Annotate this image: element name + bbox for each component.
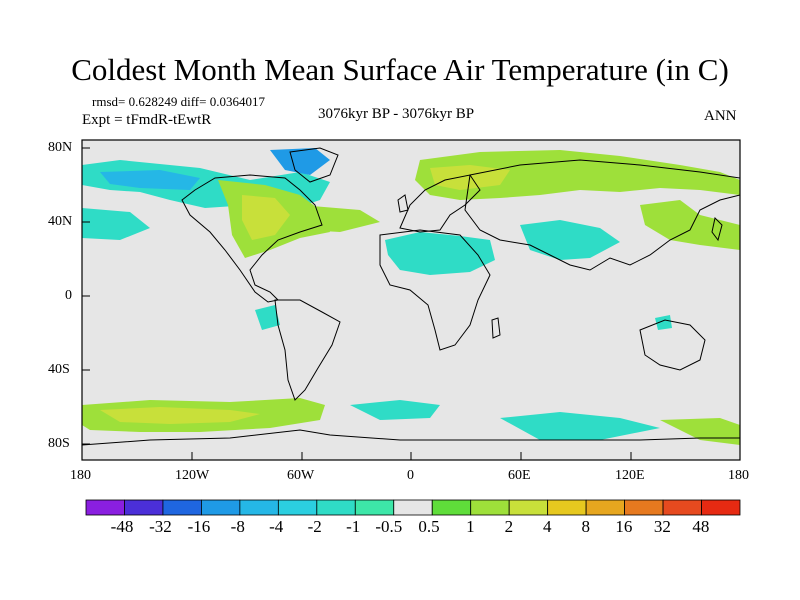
period-text: 3076kyr BP - 3076kyr BP	[318, 106, 475, 122]
patch-antarctic-cyan	[500, 412, 660, 440]
colorbar-swatch	[508, 499, 549, 516]
patch-arctic-blue	[100, 170, 200, 190]
coast-africa	[379, 229, 491, 351]
colorbar-label: -16	[187, 517, 211, 536]
patch-south-cyan	[350, 400, 440, 420]
coast-south-america	[274, 299, 341, 401]
patch-trop-cyan-1	[255, 305, 280, 330]
colorbar-label: -0.5	[375, 517, 403, 536]
lon-label-0: 0	[407, 468, 414, 483]
colorbar-swatch	[85, 499, 125, 516]
coast-north-america	[181, 174, 323, 303]
colorbar-swatch	[393, 499, 433, 516]
colorbar-swatch	[585, 499, 625, 516]
lat-label-0: 0	[65, 288, 72, 303]
coast-madagascar	[491, 317, 501, 339]
colorbar-label: -4	[269, 517, 284, 536]
colorbar-label: 48	[692, 517, 710, 536]
colorbar-label: 0.5	[418, 517, 440, 536]
lon-label-120e: 120E	[615, 468, 645, 483]
patch-asia-cyan	[520, 220, 620, 260]
lon-label-60w: 60W	[287, 468, 315, 483]
patch-east-asia-green	[640, 200, 740, 250]
lon-label-60e: 60E	[508, 468, 531, 483]
colorbar	[85, 499, 741, 516]
patch-northwest-cyan	[82, 208, 150, 240]
colorbar-label: -48	[110, 517, 134, 536]
colorbar-swatch	[701, 499, 741, 516]
lon-label-180w: 180	[70, 468, 91, 483]
colorbar-swatch	[662, 499, 702, 516]
stats-text: rmsd= 0.628249 diff= 0.0364017	[92, 94, 265, 109]
coast-japan	[711, 216, 723, 242]
colorbar-label: 2	[504, 517, 514, 536]
colorbar-swatch	[124, 499, 164, 516]
coast-asia	[464, 159, 741, 271]
colorbar-swatch	[431, 499, 472, 516]
colorbar-swatch	[316, 499, 356, 516]
experiment-text: Expt = tFmdR-tEwtR	[82, 112, 212, 128]
lat-label-80s: 80S	[48, 436, 70, 451]
lon-label-120w: 120W	[175, 468, 210, 483]
lat-label-40s: 40S	[48, 362, 70, 377]
coast-europe	[399, 174, 481, 233]
coast-greenland	[289, 147, 339, 183]
season-text: ANN	[704, 108, 737, 124]
colorbar-label: 8	[581, 517, 591, 536]
colorbar-swatch	[624, 499, 664, 516]
colorbar-label: -1	[346, 517, 361, 536]
patch-south-yellow	[100, 407, 260, 424]
patch-na-yellow	[242, 195, 290, 240]
colorbar-label: 1	[466, 517, 475, 536]
patch-greenland-blue	[270, 148, 330, 175]
colorbar-swatch	[277, 499, 318, 516]
colorbar-label: 16	[615, 517, 633, 536]
colorbar-label: 4	[543, 517, 552, 536]
patch-eurasia-green	[415, 150, 740, 200]
coast-australia	[639, 319, 706, 371]
colorbar-label: -8	[230, 517, 245, 536]
coastlines	[81, 147, 741, 446]
colorbar-label: -2	[307, 517, 322, 536]
colorbar-label: -32	[149, 517, 172, 536]
lat-label-80n: 80N	[48, 140, 73, 155]
colorbar-swatch	[470, 499, 510, 516]
map-title: Coldest Month Mean Surface Air Temperatu…	[71, 52, 729, 87]
colorbar-swatch	[201, 499, 241, 516]
lon-label-180e: 180	[728, 468, 749, 483]
patch-trop-cyan-2	[655, 315, 672, 330]
colorbar-label: 32	[653, 517, 671, 536]
colorbar-swatch	[162, 499, 202, 516]
lat-label-40n: 40N	[48, 214, 73, 229]
colorbar-swatch	[547, 499, 587, 516]
axis-ticks	[81, 147, 741, 460]
coast-antarctica	[81, 429, 740, 446]
colorbar-swatch	[354, 499, 395, 516]
colorbar-swatch	[239, 499, 279, 516]
coast-uk	[397, 194, 409, 213]
